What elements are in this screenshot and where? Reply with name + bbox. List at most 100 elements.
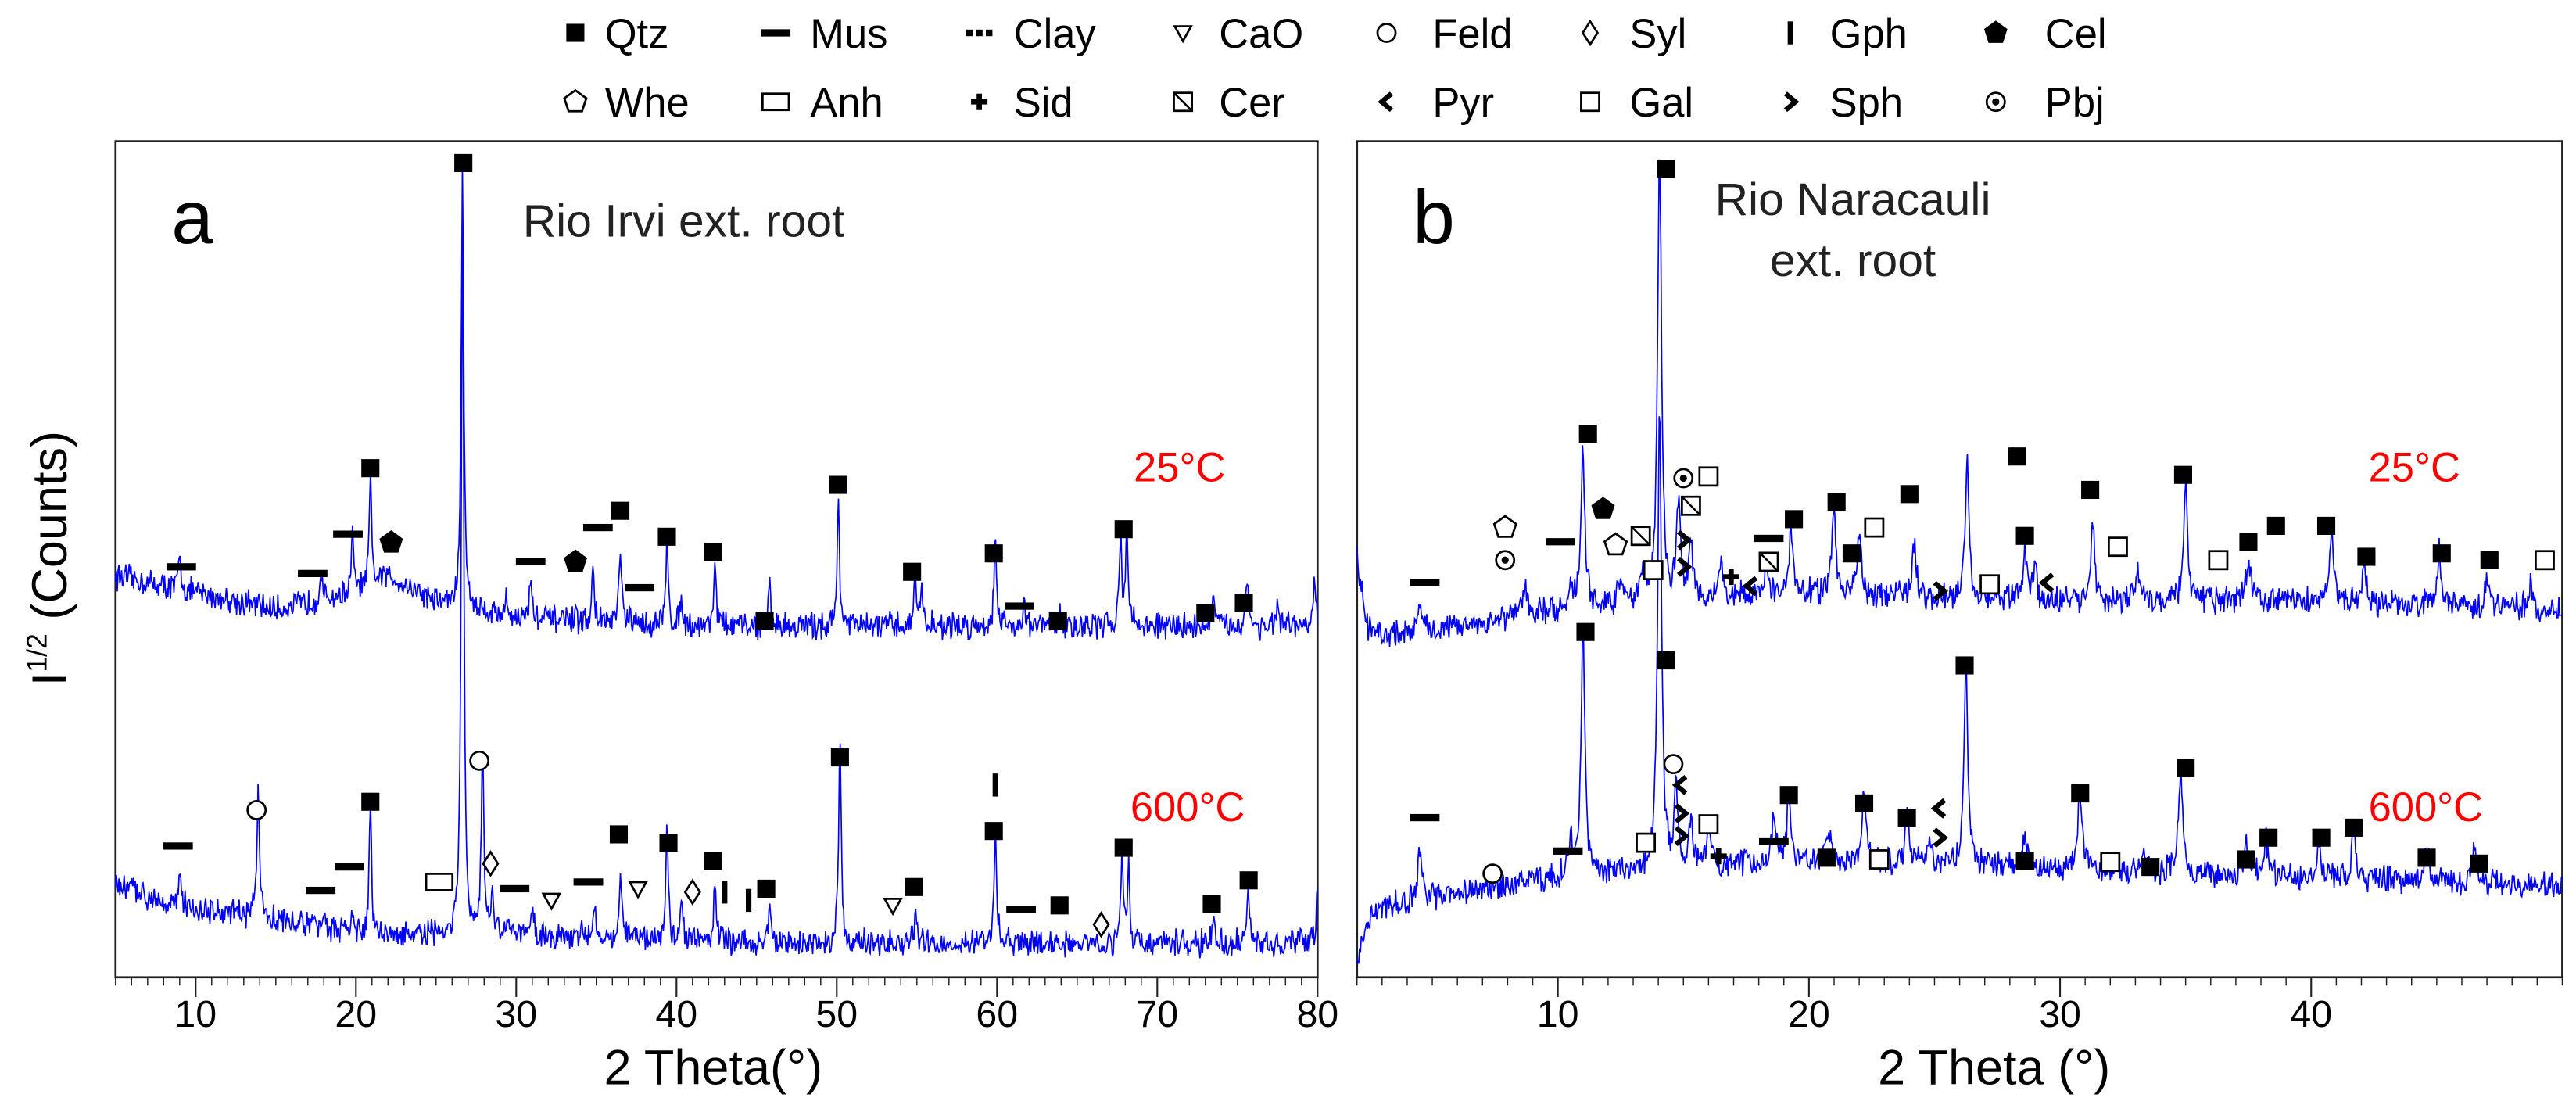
sph-marker: [1933, 580, 1949, 601]
cer-marker: [1758, 551, 1779, 572]
panel-a-traces: [114, 166, 1319, 959]
panel-a-x-label: 2 Theta(°): [604, 1040, 823, 1095]
cao-marker: [541, 892, 562, 911]
feld-marker: [1482, 863, 1503, 884]
legend-label: Anh: [810, 80, 883, 126]
legend: Qtz Mus Clay CaO Feld Syl Gph Cel Whe Anh Sid Cer Py…: [563, 11, 2107, 126]
mus-marker: [166, 563, 196, 571]
gal-marker: [2100, 852, 2121, 873]
sph-icon: [1783, 91, 1800, 113]
panel-b: 10 20 30 40 b Rio Naracauli ext. root 25°C …: [1356, 140, 2563, 1095]
qtz-marker: [984, 544, 1003, 563]
qtz-marker: [2239, 533, 2258, 551]
qtz-marker: [1234, 594, 1253, 612]
legend-label: Pbj: [2045, 80, 2105, 126]
qtz-marker: [2008, 447, 2027, 466]
panel-b-x-label: 2 Theta (°): [1878, 1040, 2110, 1095]
x-tick-label: 10: [174, 993, 217, 1035]
qtz-marker: [755, 612, 774, 630]
x-tick-label: 60: [976, 993, 1018, 1035]
x-tick-label: 10: [1537, 993, 1579, 1035]
qtz-marker: [454, 153, 473, 172]
qtz-marker: [659, 834, 678, 852]
qtz-marker: [2141, 858, 2160, 877]
mus-marker: [1758, 837, 1789, 845]
mus-marker: [1553, 847, 1583, 855]
mus-marker: [335, 863, 364, 871]
y-axis-label: I1/2 (Counts): [22, 431, 77, 686]
gal-icon: [1580, 91, 1600, 113]
legend-item-gph: Gph: [1787, 11, 1908, 57]
feld-icon: [1376, 23, 1397, 43]
whe-marker: [1603, 532, 1628, 556]
legend-item-clay: Clay: [966, 11, 1097, 57]
panel-a-markers: [163, 153, 1258, 938]
legend-item-mus: Mus: [761, 11, 887, 57]
mus-marker: [573, 878, 604, 886]
legend-label: Feld: [1432, 11, 1512, 57]
legend-item-feld: Feld: [1376, 11, 1512, 57]
qtz-marker: [2316, 516, 2336, 535]
legend-item-cel: Cel: [1983, 11, 2107, 57]
qtz-marker: [2432, 544, 2451, 563]
syl-marker: [1092, 911, 1110, 938]
qtz-marker: [1900, 485, 1919, 504]
qtz-marker: [2259, 828, 2278, 847]
sph-marker: [1674, 803, 1690, 824]
legend-label: Qtz: [605, 11, 669, 57]
feld-marker: [1663, 754, 1684, 775]
legend-label: Sid: [1014, 80, 1073, 126]
trace-600c: [1356, 416, 2563, 964]
legend-item-anh: Anh: [761, 80, 883, 126]
legend-item-pyr: Pyr: [1378, 80, 1494, 126]
pbj-marker: [1495, 550, 1516, 571]
qtz-marker: [2173, 465, 2192, 484]
y-axis-label-sup: 1/2: [22, 633, 53, 673]
panel-a-frame: [114, 140, 1319, 979]
x-tick-label: 20: [1788, 993, 1830, 1035]
gal-marker: [1643, 560, 1664, 581]
mus-marker: [333, 530, 363, 538]
legend-item-gal: Gal: [1580, 80, 1693, 126]
y-axis-label-rest: (Counts): [23, 431, 77, 633]
qtz-marker: [2312, 828, 2331, 847]
gal-marker: [1864, 517, 1885, 538]
legend-item-qtz: Qtz: [566, 11, 668, 57]
panel-b-title-line2: ext. root: [1770, 235, 1936, 286]
gal-marker: [1868, 849, 1890, 870]
qtz-marker: [829, 475, 847, 494]
cel-icon: [1983, 20, 2008, 43]
legend-label: Sph: [1830, 80, 1903, 126]
clay-icon: [966, 29, 993, 37]
qtz-marker: [1854, 794, 1874, 812]
qtz-marker: [1114, 838, 1133, 857]
legend-item-pbj: Pbj: [1985, 80, 2105, 126]
qtz-marker: [1114, 520, 1133, 539]
mus-marker: [515, 558, 546, 566]
pyr-marker: [1742, 576, 1758, 597]
qtz-marker: [2071, 784, 2090, 803]
qtz-marker: [984, 822, 1003, 841]
qtz-marker: [1817, 848, 1836, 867]
mus-marker: [1754, 534, 1784, 543]
trace-600c: [114, 203, 1319, 959]
pyr-marker: [2038, 572, 2055, 594]
qtz-marker: [2081, 480, 2100, 500]
mus-marker: [1410, 813, 1440, 822]
panel-b-letter: b: [1413, 176, 1455, 260]
legend-label: Cel: [2045, 11, 2107, 57]
cer-icon: [1173, 91, 1193, 113]
gph-marker: [722, 881, 728, 904]
sph-marker: [1676, 556, 1693, 577]
sph-marker: [1933, 827, 1949, 848]
panel-a-label-25c: 25°C: [1134, 444, 1225, 490]
mus-marker: [298, 569, 328, 577]
x-tick-label: 80: [1296, 993, 1338, 1035]
x-tick-label: 40: [655, 993, 697, 1035]
whe-marker: [1492, 515, 1517, 538]
qtz-marker: [2345, 818, 2363, 837]
qtz-marker: [2015, 852, 2034, 870]
panel-b-label-600c: 600°C: [2369, 784, 2484, 830]
pyr-icon: [1378, 91, 1393, 113]
